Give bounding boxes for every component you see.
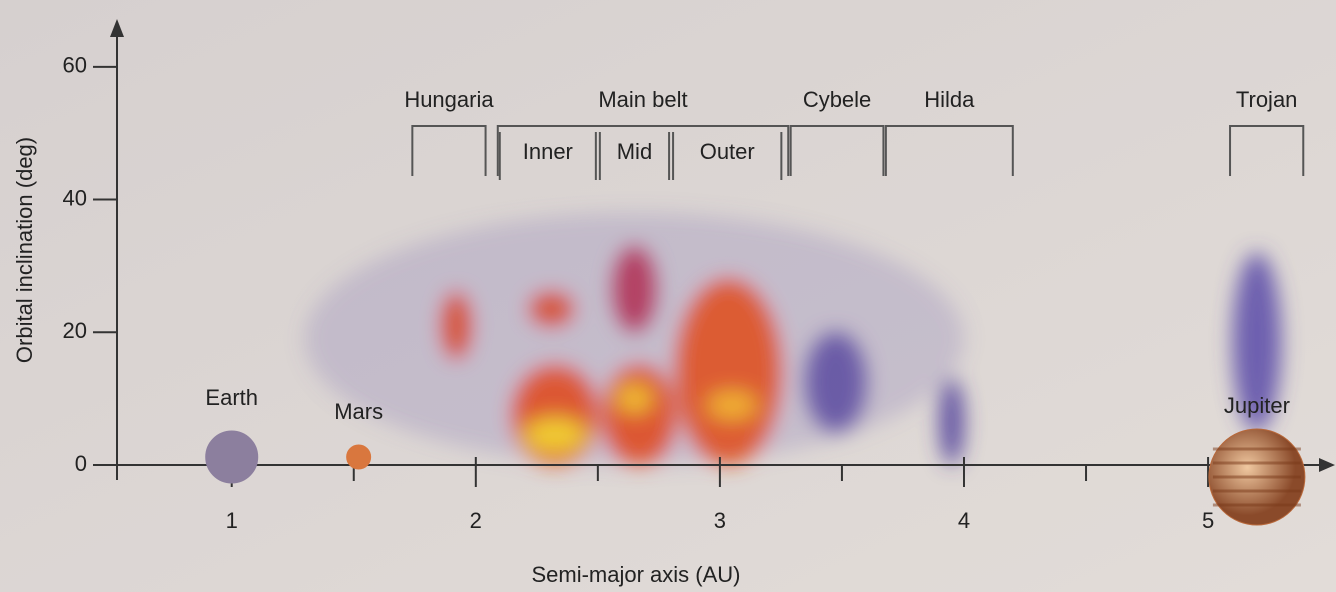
subgroup-label: Outer — [700, 139, 755, 164]
group-label: Trojan — [1236, 87, 1298, 112]
subgroup-bracket — [598, 132, 671, 180]
group-bracket — [789, 125, 885, 176]
x-axis-label: Semi-major axis (AU) — [531, 562, 740, 587]
group-bracket — [411, 125, 487, 176]
density-region — [612, 245, 657, 333]
group-bracket — [884, 125, 1014, 176]
y-tick-label: 20 — [63, 318, 87, 343]
density-region — [304, 212, 964, 465]
subgroup-bracket — [672, 132, 783, 180]
density-region — [524, 418, 586, 452]
y-tick-label: 60 — [63, 53, 87, 78]
density-region — [707, 392, 757, 419]
density-region — [939, 378, 964, 466]
y-arrow — [110, 19, 124, 37]
planet-label: Jupiter — [1224, 393, 1290, 418]
x-tick-label: 2 — [470, 508, 482, 533]
y-tick-label: 0 — [75, 451, 87, 476]
density-region — [1232, 252, 1282, 432]
subgroup-label: Inner — [523, 139, 573, 164]
x-tick-label: 5 — [1202, 508, 1214, 533]
x-tick-label: 4 — [958, 508, 970, 533]
group-label: Hungaria — [404, 87, 494, 112]
density-region — [675, 279, 781, 465]
subgroup-label: Mid — [617, 139, 652, 164]
density-layer — [304, 212, 1282, 466]
group-label: Main belt — [598, 87, 687, 112]
planet — [346, 444, 372, 470]
y-axis-label: Orbital inclination (deg) — [12, 137, 37, 363]
density-region — [529, 292, 574, 326]
y-tick-label: 40 — [63, 185, 87, 210]
group-bracket — [1229, 125, 1305, 176]
subgroup-bracket — [498, 132, 597, 180]
density-region — [805, 332, 867, 432]
x-tick-label: 1 — [226, 508, 238, 533]
group-label: Hilda — [924, 87, 975, 112]
planet — [205, 430, 259, 484]
group-bracket — [496, 125, 790, 176]
x-arrow — [1319, 458, 1335, 472]
planet-label: Earth — [205, 385, 258, 410]
density-region — [602, 365, 676, 465]
planet-label: Mars — [334, 399, 383, 424]
group-label: Cybele — [803, 87, 871, 112]
x-tick-label: 3 — [714, 508, 726, 533]
density-region — [617, 385, 652, 412]
density-region — [441, 292, 471, 359]
